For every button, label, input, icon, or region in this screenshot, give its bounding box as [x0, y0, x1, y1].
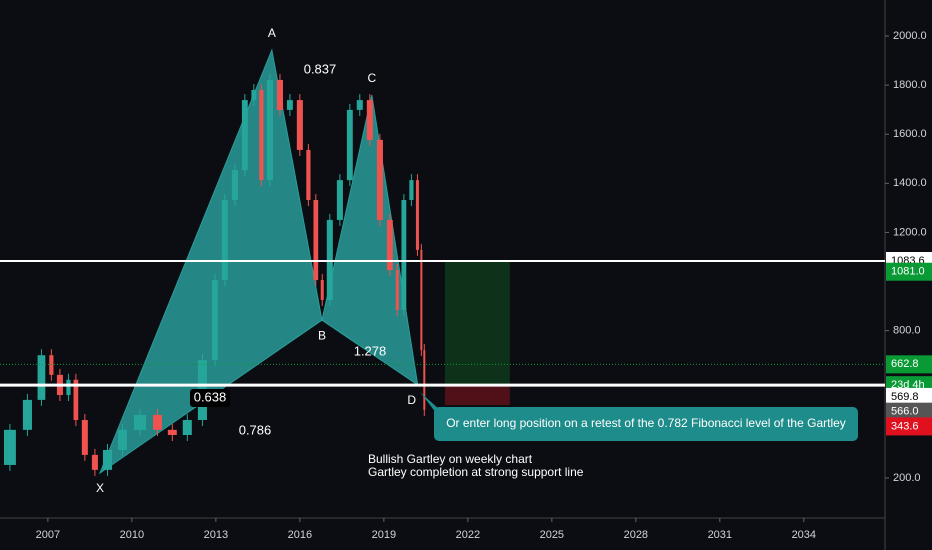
pattern-point-label: X	[96, 481, 104, 495]
y-tick-label: 1400.0	[893, 177, 927, 189]
note: Gartley completion at strong support lin…	[368, 465, 584, 479]
candle	[296, 100, 303, 150]
candle	[182, 420, 192, 436]
candle	[102, 449, 113, 470]
candle	[366, 100, 373, 140]
candle	[415, 180, 419, 250]
candle	[49, 355, 54, 375]
pattern-point-label: B	[318, 328, 326, 342]
callout-text: Or enter long position on a retest of th…	[446, 416, 846, 430]
candle	[153, 414, 162, 430]
candle	[306, 149, 311, 201]
candle	[211, 280, 218, 361]
candle	[376, 139, 383, 220]
candle	[386, 219, 393, 271]
candle	[221, 200, 228, 281]
candle	[356, 100, 363, 110]
candle	[167, 429, 177, 436]
candle	[313, 200, 319, 281]
candle	[81, 420, 88, 455]
price-tag-label: 566.0	[891, 406, 919, 418]
candle	[91, 454, 98, 470]
candle	[37, 355, 46, 400]
candle	[276, 79, 283, 110]
candle	[346, 109, 353, 181]
x-tick-label: 2028	[624, 529, 648, 541]
x-tick-label: 2025	[540, 529, 564, 541]
ratio-label: 0.837	[304, 61, 337, 76]
price-tag-label: 662.8	[891, 358, 919, 370]
ratio-bg	[190, 389, 230, 407]
x-tick-label: 2013	[204, 529, 228, 541]
candle	[22, 399, 32, 430]
x-tick-label: 2031	[708, 529, 732, 541]
loss-zone	[444, 385, 510, 406]
candle	[66, 379, 71, 395]
x-tick-label: 2016	[288, 529, 312, 541]
candle	[73, 379, 79, 421]
candle	[118, 429, 127, 450]
price-tag	[886, 262, 932, 281]
ratio-label: 0.786	[239, 422, 272, 437]
price-tag-label: 569.8	[891, 391, 919, 403]
x-tick-label: 2034	[792, 529, 816, 541]
y-tick-label: 1200.0	[893, 226, 927, 238]
ratio-label: 0.638	[194, 389, 227, 404]
candle	[133, 414, 147, 430]
price-tag	[886, 417, 932, 436]
candle	[231, 170, 238, 201]
candle	[259, 90, 264, 181]
candle	[286, 100, 293, 110]
x-tick-label: 2007	[36, 529, 60, 541]
candle	[266, 79, 273, 181]
candle	[336, 180, 343, 220]
y-tick-label: 2000.0	[893, 30, 927, 42]
x-tick-label: 2019	[372, 529, 396, 541]
note: Bullish Gartley on weekly chart	[368, 452, 533, 466]
y-tick-label: 200.0	[893, 472, 921, 484]
candle	[401, 200, 407, 311]
callout	[434, 407, 858, 441]
price-tag	[886, 402, 932, 421]
candle	[395, 270, 399, 311]
price-tag	[886, 387, 932, 406]
x-tick-label: 2010	[120, 529, 144, 541]
price-tag	[886, 355, 932, 374]
price-tag-label: 343.6	[891, 420, 919, 432]
candle	[241, 100, 248, 171]
profit-zone	[444, 261, 510, 386]
pattern-point-label: C	[367, 71, 376, 85]
candle	[423, 350, 426, 410]
candle	[3, 429, 16, 465]
candle	[251, 90, 257, 101]
y-tick-label: 800.0	[893, 325, 921, 337]
candle	[326, 219, 333, 300]
x-tick-label: 2022	[456, 529, 480, 541]
candle	[409, 180, 414, 201]
candle	[320, 280, 324, 300]
y-tick-label: 1600.0	[893, 128, 927, 140]
ratio-label: 1.278	[354, 343, 387, 358]
y-tick-label: 1800.0	[893, 79, 927, 91]
pattern-point-label: D	[407, 393, 416, 407]
pattern-point-label: A	[268, 26, 276, 40]
candle	[420, 249, 423, 351]
price-tag-label: 1081.0	[891, 266, 925, 278]
gartley-leg	[321, 94, 419, 386]
